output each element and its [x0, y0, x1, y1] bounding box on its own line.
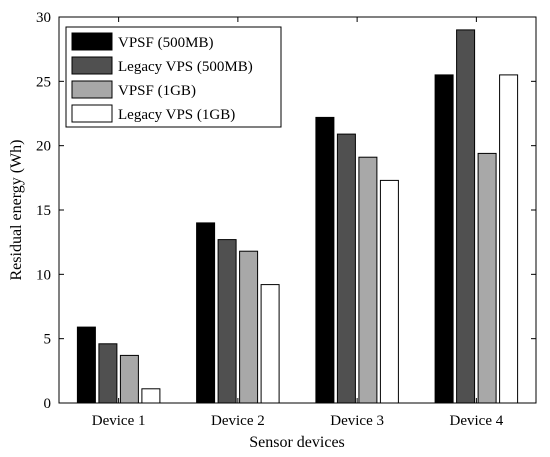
legend-swatch-3	[71, 80, 113, 99]
bar-4-4	[499, 74, 519, 404]
legend-label-1: VPSF (500MB)	[118, 35, 213, 51]
bar-3-2	[239, 250, 259, 404]
y-tick-label: 25	[36, 74, 51, 90]
y-tick-label: 30	[36, 10, 51, 26]
bar-4-3	[379, 179, 399, 404]
bar-4-2	[260, 284, 280, 404]
x-tick-label: Device 3	[330, 413, 384, 429]
bar-3-4	[477, 152, 497, 404]
bar-1-3	[315, 116, 335, 404]
legend-swatch-1	[71, 32, 113, 51]
bar-2-1	[98, 343, 118, 404]
bar-4-1	[141, 388, 161, 404]
legend-label-2: Legacy VPS (500MB)	[118, 59, 253, 75]
legend-label-3: VPSF (1GB)	[118, 83, 196, 99]
x-axis-label: Sensor devices	[249, 434, 345, 451]
bar-1-1	[76, 326, 96, 404]
bar-1-2	[196, 222, 216, 404]
x-tick-label: Device 4	[450, 413, 504, 429]
legend-swatch-2	[71, 56, 113, 75]
y-tick-label: 10	[36, 267, 51, 283]
legend-swatch-4	[71, 104, 113, 123]
x-tick-label: Device 2	[211, 413, 265, 429]
bar-3-3	[358, 156, 378, 404]
legend-label-4: Legacy VPS (1GB)	[118, 107, 235, 123]
bar-2-3	[336, 133, 356, 404]
y-tick-label: 20	[36, 139, 51, 155]
y-tick-label: 0	[44, 396, 52, 412]
bar-3-1	[119, 354, 139, 404]
ticks-layer: 0 5 10 15 20 25 30 Device 1 Device 2 Device 3 Devi…	[36, 10, 536, 429]
y-tick-label: 5	[44, 332, 52, 348]
y-axis-label: Residual energy (Wh)	[8, 140, 25, 281]
x-tick-label: Device 1	[92, 413, 146, 429]
y-tick-label: 15	[36, 203, 51, 219]
bar-2-2	[217, 239, 237, 404]
bar-1-4	[434, 74, 454, 404]
legend: VPSF (500MB) Legacy VPS (500MB) VPSF (1GB)…	[65, 26, 282, 128]
bar-2-4	[456, 29, 476, 404]
